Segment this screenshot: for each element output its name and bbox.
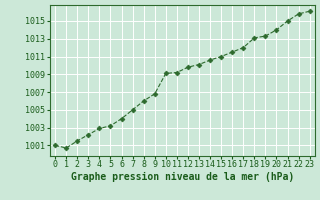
X-axis label: Graphe pression niveau de la mer (hPa): Graphe pression niveau de la mer (hPa) bbox=[71, 172, 294, 182]
